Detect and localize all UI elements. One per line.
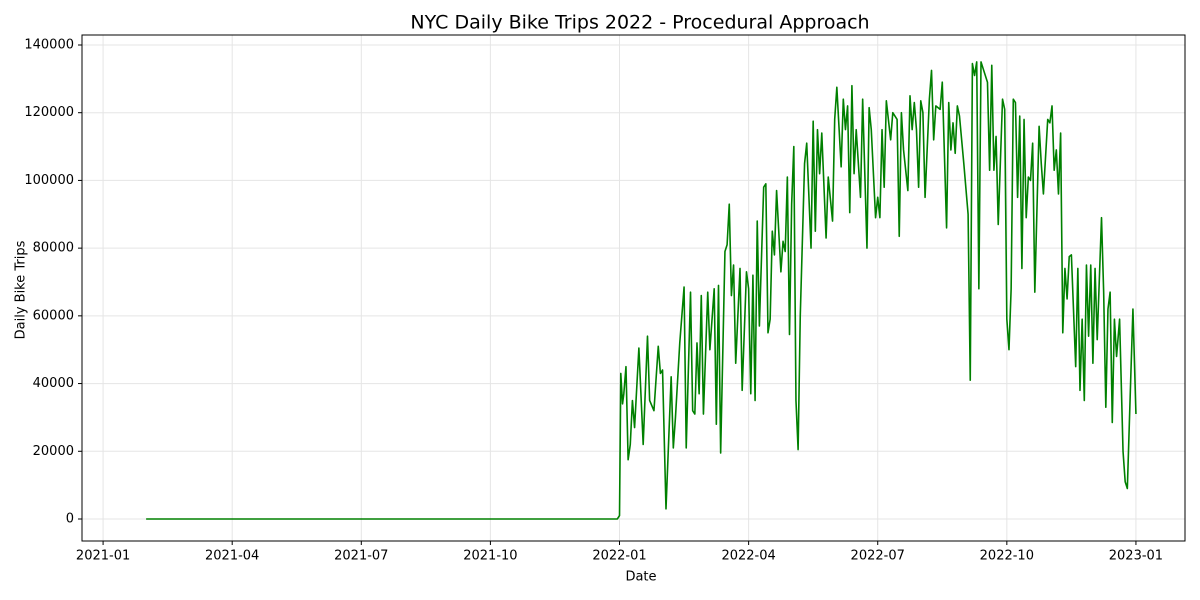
x-tick-label: 2022-07 [851, 549, 905, 564]
y-axis-label: Daily Bike Trips [14, 240, 29, 339]
y-tick-label: 60000 [33, 308, 74, 323]
y-tick-label: 140000 [24, 37, 74, 52]
y-tick-label: 20000 [33, 444, 74, 459]
data-line [146, 61, 1137, 520]
x-tick-label: 2021-07 [334, 549, 388, 564]
x-tick-label: 2021-10 [463, 549, 517, 564]
x-tick-label: 2022-01 [592, 549, 646, 564]
plot-frame [81, 34, 1186, 542]
x-tick-label: 2023-01 [1109, 549, 1163, 564]
x-tick-label: 2022-10 [980, 549, 1034, 564]
x-tick-label: 2022-04 [721, 549, 775, 564]
chart-title: NYC Daily Bike Trips 2022 - Procedural A… [410, 12, 869, 34]
x-tick-label: 2021-04 [205, 549, 259, 564]
y-tick-label: 80000 [33, 241, 74, 256]
y-tick-label: 40000 [33, 376, 74, 391]
x-axis-label: Date [625, 570, 656, 585]
y-tick-label: 120000 [24, 105, 74, 120]
y-tick-label: 0 [66, 511, 74, 526]
x-tick-label: 2021-01 [76, 549, 130, 564]
y-tick-label: 100000 [24, 173, 74, 188]
